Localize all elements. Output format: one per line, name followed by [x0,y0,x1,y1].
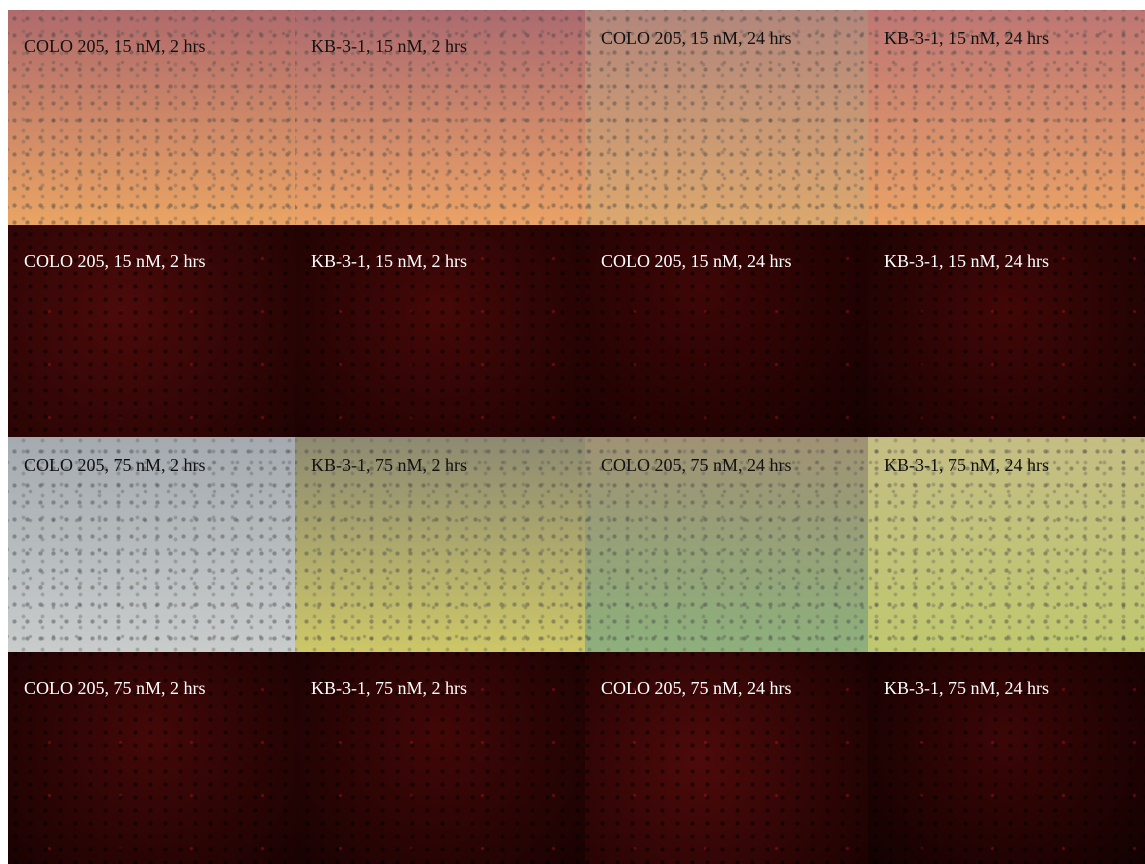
panel-label: COLO 205, 15 nM, 2 hrs [24,251,206,272]
panel-label: KB-3-1, 75 nM, 24 hrs [884,678,1049,699]
micrograph: COLO 205, 75 nM, 24 hrs [585,652,868,864]
micrograph: COLO 205, 75 nM, 24 hrs [585,437,868,652]
panel-label: COLO 205, 75 nM, 2 hrs [24,455,206,476]
micrograph: KB-3-1, 75 nM, 24 hrs [868,652,1145,864]
micrograph: KB-3-1, 15 nM, 2 hrs [295,10,585,225]
panel-label: COLO 205, 75 nM, 24 hrs [601,678,792,699]
image-grid: COLO 205, 15 nM, 2 hrs KB-3-1, 15 nM, 2 h… [8,10,1145,864]
micrograph: COLO 205, 75 nM, 2 hrs [8,437,295,652]
micrograph: KB-3-1, 75 nM, 2 hrs [295,652,585,864]
panel-label: COLO 205, 15 nM, 24 hrs [601,28,792,49]
micrograph: COLO 205, 15 nM, 2 hrs [8,225,295,437]
micrograph: KB-3-1, 15 nM, 24 hrs [868,225,1145,437]
panel-label: KB-3-1, 75 nM, 2 hrs [311,678,467,699]
panel-label: KB-3-1, 15 nM, 24 hrs [884,28,1049,49]
figure: COLO 205, 15 nM, 2 hrs KB-3-1, 15 nM, 2 h… [0,0,1145,864]
panel-label: KB-3-1, 15 nM, 24 hrs [884,251,1049,272]
panel-label: KB-3-1, 75 nM, 24 hrs [884,455,1049,476]
panel-label: COLO 205, 15 nM, 2 hrs [24,36,206,57]
panel-label: COLO 205, 15 nM, 24 hrs [601,251,792,272]
panel-label: KB-3-1, 15 nM, 2 hrs [311,251,467,272]
micrograph: KB-3-1, 75 nM, 24 hrs [868,437,1145,652]
micrograph: COLO 205, 15 nM, 2 hrs [8,10,295,225]
panel-label: KB-3-1, 15 nM, 2 hrs [311,36,467,57]
micrograph: COLO 205, 15 nM, 24 hrs [585,225,868,437]
micrograph: KB-3-1, 15 nM, 24 hrs [868,10,1145,225]
micrograph: KB-3-1, 15 nM, 2 hrs [295,225,585,437]
micrograph: KB-3-1, 75 nM, 2 hrs [295,437,585,652]
panel-label: COLO 205, 75 nM, 24 hrs [601,455,792,476]
panel-label: COLO 205, 75 nM, 2 hrs [24,678,206,699]
micrograph: COLO 205, 15 nM, 24 hrs [585,10,868,225]
micrograph: COLO 205, 75 nM, 2 hrs [8,652,295,864]
panel-label: KB-3-1, 75 nM, 2 hrs [311,455,467,476]
